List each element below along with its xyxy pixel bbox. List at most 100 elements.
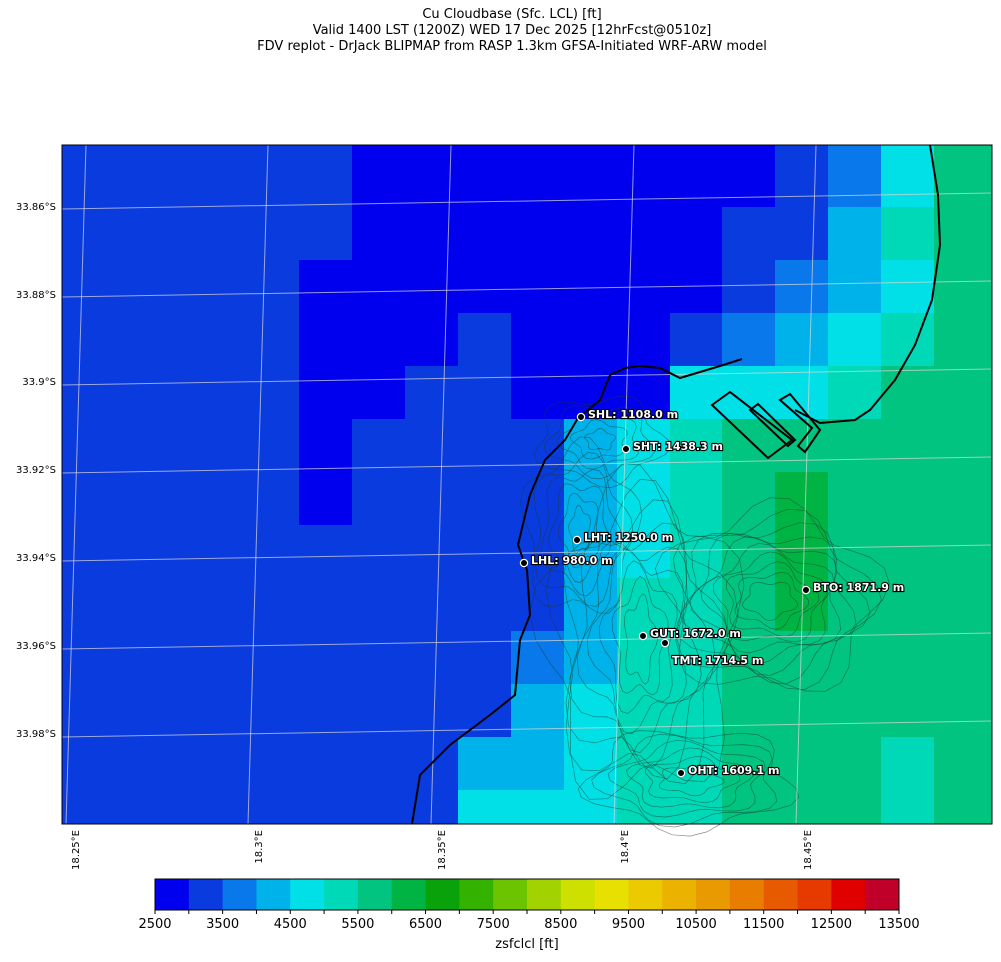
grid-cell (511, 419, 565, 473)
colorbar-swatch (696, 879, 731, 910)
grid-cell (881, 631, 935, 685)
grid-cell (352, 207, 406, 261)
grid-cell (828, 260, 882, 314)
station-dot (801, 585, 811, 595)
colorbar-swatch (222, 879, 257, 910)
colorbar-tick-label: 12500 (810, 917, 853, 932)
grid-cell (62, 155, 141, 208)
colorbar (154, 878, 900, 914)
grid-cell (564, 472, 618, 526)
grid-cell (62, 472, 141, 526)
lat-lon-gridlines (61, 144, 993, 825)
lat-label-7: 33.98°S (16, 729, 56, 740)
grid-cell (194, 790, 247, 825)
grid-cell (828, 684, 882, 738)
grid-cell (934, 790, 993, 825)
grid-cell (722, 419, 776, 473)
colorbar-tick-label: 6500 (408, 917, 443, 932)
grid-cell (352, 145, 406, 156)
grid-cell (299, 260, 353, 314)
grid-cell (352, 472, 406, 526)
grid-cell (458, 578, 512, 632)
grid-cell (722, 313, 776, 367)
grid-cell (934, 684, 993, 738)
grid-cell (617, 207, 671, 261)
grid-cell (828, 155, 882, 208)
grid-cell (194, 472, 247, 526)
colorbar-swatch (527, 879, 562, 910)
grid-cell (881, 145, 935, 156)
grid-cell (246, 366, 300, 420)
grid-cell (458, 631, 512, 685)
grid-cell (405, 207, 459, 261)
grid-cell (564, 260, 618, 314)
colorbar-swatch (425, 879, 460, 910)
grid-cell (934, 155, 993, 208)
grid-cell (564, 684, 618, 738)
lon-gridline (247, 144, 269, 825)
grid-cell (299, 145, 353, 156)
grid-cell (722, 790, 776, 825)
grid-cell (62, 419, 141, 473)
grid-cell (722, 684, 776, 738)
grid-cell (511, 155, 565, 208)
colorbar-swatch (459, 879, 494, 910)
station-dot (576, 412, 586, 422)
grid-cell (564, 207, 618, 261)
harbour-pier (778, 392, 822, 454)
grid-cell (299, 207, 353, 261)
station-markers: SHL: 1108.0 m SHT: 1438.3 m LHT: 1250.0 m L… (519, 407, 905, 778)
grid-cell (299, 737, 353, 791)
grid-cell (299, 155, 353, 208)
lon-label-4: 18.4°E (620, 830, 631, 864)
grid-cell (511, 578, 565, 632)
station-label: TMT: 1714.5 m (672, 654, 763, 667)
grid-cell (405, 145, 459, 156)
grid-cell (670, 313, 723, 367)
grid-cell (934, 578, 993, 632)
grid-cell (62, 313, 141, 367)
grid-cell (246, 207, 300, 261)
grid-cell (352, 366, 406, 420)
cloudbase-grid (62, 145, 993, 825)
grid-cell (352, 737, 406, 791)
colorbar-tick-label: 11500 (743, 917, 785, 932)
lat-label-5: 33.94°S (16, 553, 56, 564)
colorbar-swatch (594, 879, 629, 910)
station-dot (519, 558, 529, 568)
grid-cell (775, 260, 829, 314)
grid-cell (246, 145, 300, 156)
grid-cell (881, 419, 935, 473)
grid-cell (458, 260, 512, 314)
grid-cell (722, 472, 776, 526)
grid-cell (722, 578, 776, 632)
grid-cell (934, 145, 993, 156)
grid-cell (564, 737, 618, 791)
grid-cell (352, 578, 406, 632)
grid-cell (140, 366, 195, 420)
grid-cell (194, 684, 247, 738)
grid-cell (458, 472, 512, 526)
grid-cell (458, 313, 512, 367)
coastline-west (411, 358, 743, 825)
grid-cell (246, 790, 300, 825)
grid-cell (828, 366, 882, 420)
grid-cell (511, 737, 565, 791)
harbour-breakwater (710, 390, 794, 460)
grid-cell (194, 260, 247, 314)
station-dot (572, 535, 582, 545)
station-label: OHT: 1609.1 m (688, 764, 779, 777)
colorbar-swatch (797, 879, 832, 910)
grid-cell (458, 366, 512, 420)
grid-cell (299, 313, 353, 367)
colorbar-swatch (155, 879, 190, 910)
colorbar-swatch (188, 879, 224, 910)
grid-cell (194, 313, 247, 367)
grid-cell (140, 684, 195, 738)
grid-cell (352, 419, 406, 473)
grid-cell (670, 684, 723, 738)
grid-cell (881, 155, 935, 208)
grid-cell (140, 578, 195, 632)
grid-cell (140, 145, 195, 156)
grid-cell (352, 631, 406, 685)
